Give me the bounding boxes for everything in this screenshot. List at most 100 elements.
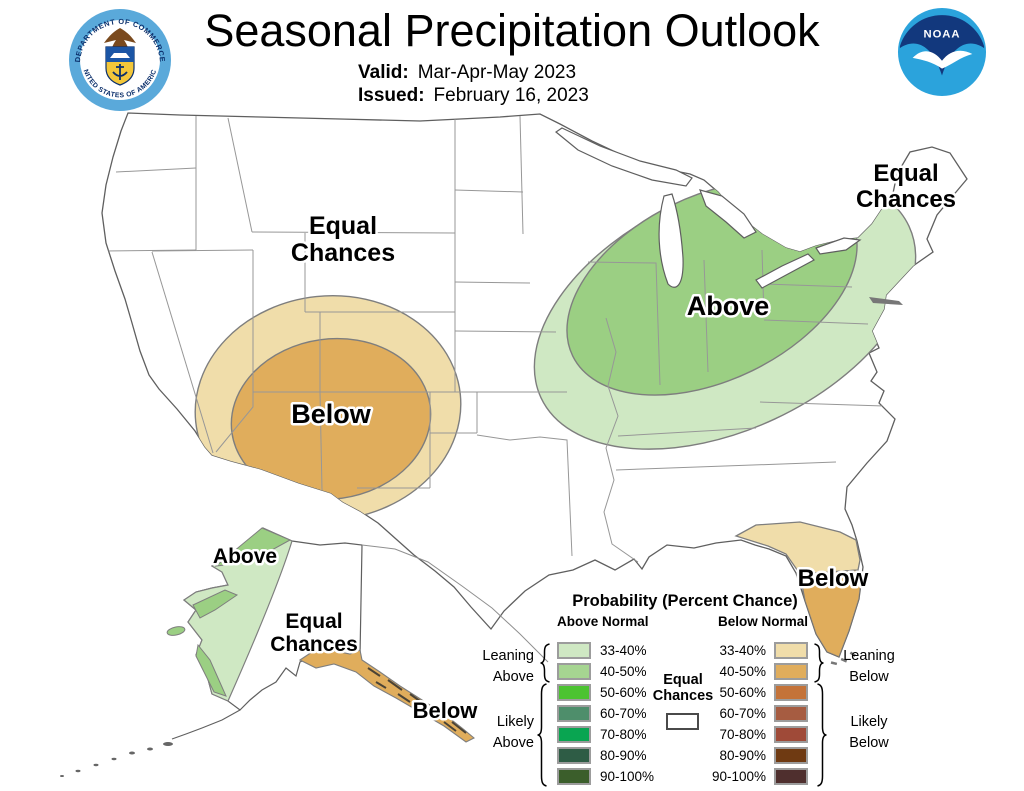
legend-range: 50-60% xyxy=(719,685,766,700)
label-nw-equal-chances: Equal xyxy=(309,212,377,240)
legend-below-column: 33-40% 40-50% 50-60% 60-70% 70-80% 80-90… xyxy=(698,640,808,787)
legend-equal-chances: Equal Chances xyxy=(652,672,714,704)
state-borders xyxy=(103,115,885,563)
seagull-icon xyxy=(912,50,973,69)
legend-row: 33-40% xyxy=(557,640,654,661)
issued-value: February 16, 2023 xyxy=(433,85,589,106)
legend-row: 90-100% xyxy=(557,766,654,787)
legend-swatch-below xyxy=(774,726,808,743)
lake-erie xyxy=(755,253,815,289)
legend-range: 50-60% xyxy=(600,685,647,700)
brace-leaning-below xyxy=(814,643,824,683)
doc-seal-icon: DEPARTMENT OF COMMERCE UNITED STATES OF … xyxy=(68,8,171,111)
alaska-peninsula xyxy=(171,709,241,740)
legend-range: 90-100% xyxy=(600,769,655,784)
legend-range: 70-80% xyxy=(600,727,647,742)
legend-swatch-above xyxy=(557,747,591,764)
eagle-icon xyxy=(104,28,136,53)
legend-row: 60-70% xyxy=(557,703,654,724)
legend-swatch-below xyxy=(774,747,808,764)
page-title: Seasonal Precipitation Outlook xyxy=(204,5,820,56)
legend-row: 50-60% xyxy=(557,682,654,703)
label-below-southwest: Below xyxy=(291,399,372,429)
legend-swatch-below xyxy=(774,705,808,722)
legend-range: 60-70% xyxy=(719,706,766,721)
label-ne-equal-chances: Equal xyxy=(873,160,938,187)
brace-leaning-above xyxy=(540,643,550,683)
legend-likely-below: Likely Below xyxy=(849,714,889,751)
legend-above-column: 33-40% 40-50% 50-60% 60-70% 70-80% 80-90… xyxy=(557,640,654,787)
label-above: Above xyxy=(687,291,770,321)
shield-icon xyxy=(105,46,135,86)
legend-range: 33-40% xyxy=(600,643,647,658)
legend-row: 60-70% xyxy=(698,703,808,724)
lake-ontario xyxy=(815,237,862,255)
issued-label: Issued: xyxy=(358,85,425,106)
legend-range: 60-70% xyxy=(600,706,647,721)
region-ak-above-inner xyxy=(166,527,292,697)
coast-details xyxy=(830,297,903,666)
legend-equal-chances-swatch xyxy=(666,713,699,730)
ak-panhandle-mountains xyxy=(367,667,467,734)
label-ak-above: Above xyxy=(213,545,277,568)
svg-text:Chances: Chances xyxy=(291,239,395,267)
legend-swatch-below xyxy=(774,642,808,659)
legend-range: 80-90% xyxy=(600,748,647,763)
label-below-florida: Below xyxy=(798,565,869,592)
legend-title: Probability (Percent Chance) xyxy=(572,592,798,610)
map-labels: Equal Chances Equal Chances Above Below … xyxy=(210,158,958,726)
issued-line: Issued: February 16, 2023 xyxy=(358,84,589,107)
issue-block: Valid: Mar-Apr-May 2023 Issued: February 1… xyxy=(358,61,589,107)
lake-huron xyxy=(699,189,757,239)
legend-row: 90-100% xyxy=(698,766,808,787)
svg-text:Chances: Chances xyxy=(856,186,956,213)
legend-range: 70-80% xyxy=(719,727,766,742)
legend-leaning-below: Leaning Below xyxy=(843,648,895,685)
legend-range: 40-50% xyxy=(719,664,766,679)
valid-value: Mar-Apr-May 2023 xyxy=(417,62,577,83)
legend-swatch-above xyxy=(557,768,591,785)
canada-coast-line xyxy=(361,544,549,663)
alaska-inset xyxy=(60,527,549,777)
label-ak-equal-chances: Equal xyxy=(285,610,342,633)
noaa-logo-icon: NOAA xyxy=(897,7,987,97)
label-ak-below: Below xyxy=(413,698,479,723)
lake-michigan xyxy=(658,193,684,288)
brace-likely-below xyxy=(817,683,827,787)
svg-text:Chances: Chances xyxy=(270,633,358,656)
valid-line: Valid: Mar-Apr-May 2023 xyxy=(358,61,589,84)
legend-row: 80-90% xyxy=(698,745,808,766)
region-ak-above-outer xyxy=(182,527,293,702)
legend-range: 90-100% xyxy=(711,769,766,784)
legend-row: 70-80% xyxy=(698,724,808,745)
lake-superior xyxy=(554,127,693,187)
region-ak-below xyxy=(298,649,475,743)
region-florida-below-inner xyxy=(799,569,862,657)
legend-range: 80-90% xyxy=(719,748,766,763)
legend-row: 80-90% xyxy=(557,745,654,766)
region-florida-below-outer xyxy=(734,521,861,575)
legend-below-header: Below Normal xyxy=(718,614,809,629)
legend-likely-above: Likely Above xyxy=(492,714,534,751)
legend-swatch-above xyxy=(557,663,591,680)
legend-swatch-above xyxy=(557,726,591,743)
legend-swatch-above xyxy=(557,705,591,722)
brace-likely-above xyxy=(537,683,547,787)
legend-range: 33-40% xyxy=(719,643,766,658)
legend-swatch-below xyxy=(774,663,808,680)
legend-row: 70-80% xyxy=(557,724,654,745)
aleutian-islands xyxy=(60,742,173,777)
legend-swatch-above xyxy=(557,642,591,659)
great-lakes xyxy=(554,127,862,289)
legend-swatch-below xyxy=(774,768,808,785)
legend-above-header: Above Normal xyxy=(557,614,649,629)
legend-row: 33-40% xyxy=(698,640,808,661)
legend-leaning-above: Leaning Above xyxy=(482,648,534,685)
valid-label: Valid: xyxy=(358,62,409,83)
noaa-logo-text: NOAA xyxy=(923,28,960,40)
legend-swatch-below xyxy=(774,684,808,701)
legend-swatch-above xyxy=(557,684,591,701)
legend-row: 40-50% xyxy=(698,661,808,682)
